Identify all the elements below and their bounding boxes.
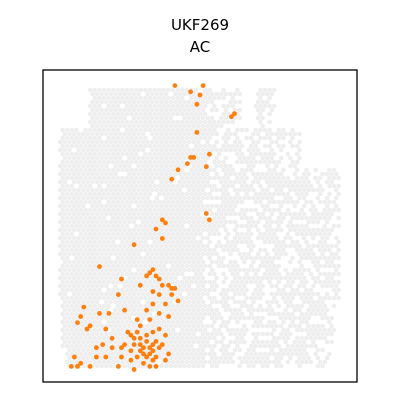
highlight-point [94, 345, 99, 350]
highlight-point [163, 358, 168, 363]
highlight-point [144, 308, 149, 313]
highlight-point [198, 93, 203, 98]
highlight-point [138, 336, 143, 341]
highlight-point [88, 364, 93, 369]
highlight-point [107, 311, 112, 316]
highlight-point [232, 111, 237, 116]
highlight-point [154, 364, 159, 369]
highlight-point [204, 211, 209, 216]
highlight-point [122, 308, 127, 313]
highlight-point [132, 336, 137, 341]
highlight-point [207, 217, 212, 222]
highlight-point [157, 292, 162, 297]
highlight-point [119, 355, 124, 360]
highlight-point [151, 289, 156, 294]
highlight-point [154, 339, 159, 344]
highlight-point [144, 339, 149, 344]
highlight-point [176, 299, 181, 304]
highlight-point [103, 327, 108, 332]
highlight-point [160, 283, 165, 288]
highlight-point [81, 305, 86, 310]
highlight-point [147, 364, 152, 369]
highlight-point [135, 330, 140, 335]
highlight-point [160, 342, 165, 347]
highlight-point [132, 242, 137, 247]
highlight-point [116, 364, 121, 369]
highlight-point [135, 317, 140, 322]
highlight-point [173, 83, 178, 88]
highlight-point [154, 227, 159, 232]
highlight-point [132, 342, 137, 347]
highlight-point [157, 277, 162, 282]
highlight-point [160, 236, 165, 241]
highlight-point [166, 314, 171, 319]
highlight-point [75, 320, 80, 325]
highlight-point [157, 327, 162, 332]
highlight-point [188, 89, 193, 94]
highlight-point [97, 264, 102, 269]
highlight-point [125, 330, 130, 335]
highlight-point [204, 164, 209, 169]
highlight-point [157, 311, 162, 316]
highlight-point [116, 292, 121, 297]
highlight-point [135, 355, 140, 360]
highlight-point [72, 355, 77, 360]
highlight-point [173, 286, 178, 291]
highlight-point [176, 167, 181, 172]
highlight-point [195, 130, 200, 135]
highlight-point [119, 345, 124, 350]
highlight-point [85, 327, 90, 332]
highlight-point [144, 274, 149, 279]
highlight-point [169, 292, 174, 297]
highlight-point [147, 317, 152, 322]
highlight-point [119, 277, 124, 282]
highlight-point [144, 355, 149, 360]
highlight-point [103, 355, 108, 360]
highlight-point [141, 361, 146, 366]
highlight-point [69, 364, 74, 369]
highlight-point [151, 348, 156, 353]
highlight-point [100, 342, 105, 347]
highlight-point [110, 336, 115, 341]
highlight-point [151, 330, 156, 335]
highlight-point [163, 221, 168, 226]
highlight-point [129, 358, 134, 363]
highlight-point [166, 352, 171, 357]
highlight-point [97, 311, 102, 316]
highlight-point [195, 102, 200, 107]
highlight-point [132, 367, 137, 372]
highlight-point [151, 302, 156, 307]
highlight-point [188, 155, 193, 160]
background-spots [58, 88, 341, 369]
highlight-point [207, 152, 212, 157]
highlight-point [75, 364, 80, 369]
highlight-point [169, 177, 174, 182]
highlight-point [110, 345, 115, 350]
highlight-point [201, 83, 206, 88]
highlight-point [94, 355, 99, 360]
highlight-point [163, 333, 168, 338]
highlight-point [151, 267, 156, 272]
highlight-point [78, 314, 83, 319]
highlight-point [185, 161, 190, 166]
highlight-point [129, 348, 134, 353]
highlight-point [151, 358, 156, 363]
highlight-point [144, 333, 149, 338]
highlight-point [138, 323, 143, 328]
highlight-point [138, 283, 143, 288]
highlight-point [163, 302, 168, 307]
